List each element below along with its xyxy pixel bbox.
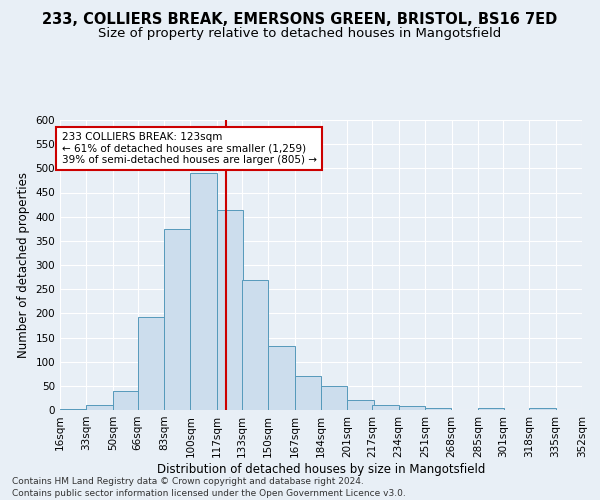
X-axis label: Distribution of detached houses by size in Mangotsfield: Distribution of detached houses by size … xyxy=(157,462,485,475)
Bar xyxy=(268,346,295,410)
Bar xyxy=(60,408,86,410)
Text: Contains public sector information licensed under the Open Government Licence v3: Contains public sector information licen… xyxy=(12,488,406,498)
Text: 233 COLLIERS BREAK: 123sqm
← 61% of detached houses are smaller (1,259)
39% of s: 233 COLLIERS BREAK: 123sqm ← 61% of deta… xyxy=(62,132,317,166)
Text: Size of property relative to detached houses in Mangotsfield: Size of property relative to detached ho… xyxy=(98,28,502,40)
Text: Contains HM Land Registry data © Crown copyright and database right 2024.: Contains HM Land Registry data © Crown c… xyxy=(12,477,364,486)
Bar xyxy=(86,405,113,410)
Text: 233, COLLIERS BREAK, EMERSONS GREEN, BRISTOL, BS16 7ED: 233, COLLIERS BREAK, EMERSONS GREEN, BRI… xyxy=(43,12,557,28)
Bar xyxy=(190,173,217,410)
Bar xyxy=(113,390,139,410)
Bar xyxy=(242,280,268,410)
Bar xyxy=(347,400,374,410)
Bar xyxy=(137,316,164,410)
Bar xyxy=(529,408,556,410)
Bar xyxy=(321,386,347,410)
Bar xyxy=(217,210,244,410)
Bar xyxy=(398,406,425,410)
Bar xyxy=(164,229,190,410)
Bar xyxy=(478,408,505,410)
Bar xyxy=(372,405,398,410)
Bar xyxy=(295,376,321,410)
Y-axis label: Number of detached properties: Number of detached properties xyxy=(17,172,30,358)
Bar xyxy=(582,408,600,410)
Bar xyxy=(425,408,451,410)
